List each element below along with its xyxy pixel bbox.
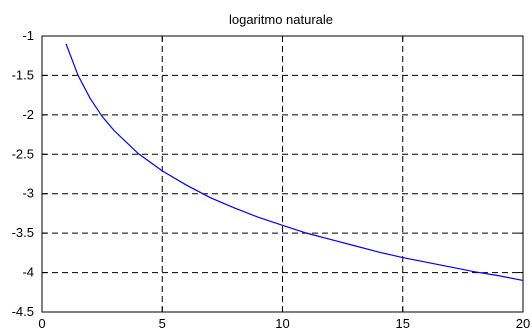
y-tick-label: -2.5 xyxy=(12,146,34,161)
grid xyxy=(42,36,523,312)
x-tick-label: 20 xyxy=(516,316,530,331)
tick-labels: 0 5 10 15 20 -1 -1.5 -2 -2.5 -3 -3.5 -4 -4.5 xyxy=(12,28,531,331)
y-tick-label: -2 xyxy=(22,107,34,122)
y-tick-label: -3.5 xyxy=(12,225,34,240)
series-group xyxy=(65,43,524,282)
axis-ticks xyxy=(41,35,524,313)
x-tick-label: 15 xyxy=(396,316,410,331)
y-tick-label: -4.5 xyxy=(12,304,34,319)
y-tick-label: -1 xyxy=(22,28,34,43)
y-tick-label: -1.5 xyxy=(12,67,34,82)
y-tick-label: -3 xyxy=(22,186,34,201)
chart-title: logaritmo naturale xyxy=(229,12,333,27)
x-tick-label: 5 xyxy=(159,316,166,331)
x-tick-label: 10 xyxy=(275,316,289,331)
y-tick-label: -4 xyxy=(22,265,34,280)
series-line xyxy=(65,43,524,282)
x-tick-label: 0 xyxy=(38,316,45,331)
